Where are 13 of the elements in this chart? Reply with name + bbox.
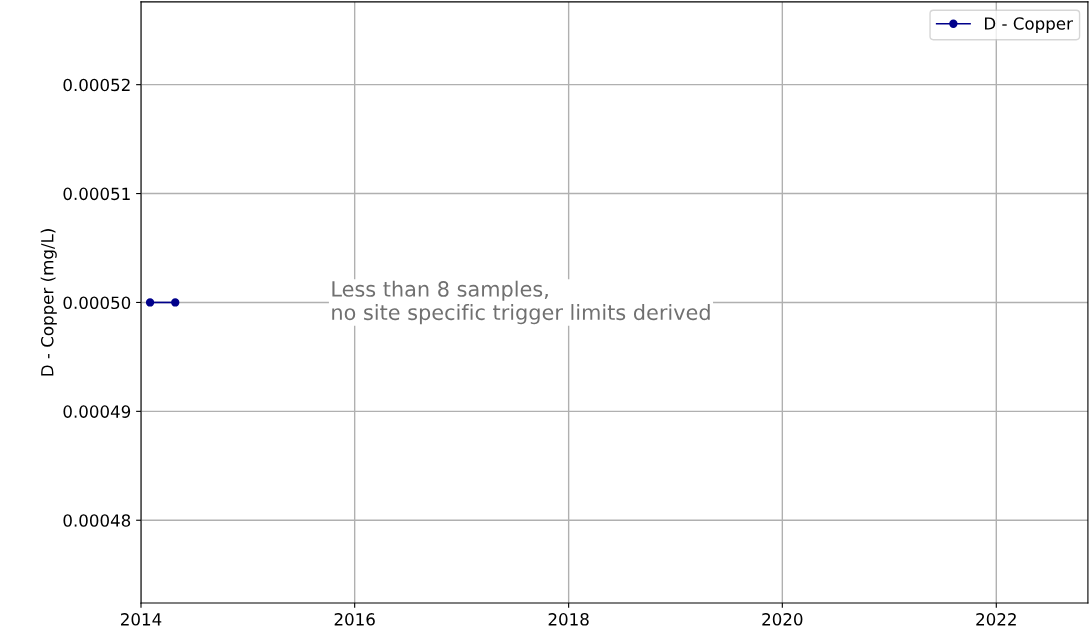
x-tick-label: 2020 <box>762 613 803 626</box>
y-tick-label: 0.00050 <box>63 296 131 310</box>
y-tick-label: 0.00052 <box>63 78 130 92</box>
y-tick-label: 0.00049 <box>63 405 131 418</box>
y-tick-label: 0.00051 <box>63 187 130 201</box>
x-tick-label: 2018 <box>548 613 589 626</box>
annotation: Less than 8 samples, no site specific trigger limits derived <box>332 280 710 325</box>
x-tick-label: 2016 <box>334 613 375 626</box>
x-tick-label: 2014 <box>121 613 162 626</box>
y-tick-label: 0.00048 <box>63 514 131 527</box>
legend-label: D - Copper <box>985 17 1073 34</box>
y-axis-title: D - Copper (mg/L) <box>40 229 57 376</box>
x-tick-label: 2022 <box>976 613 1016 626</box>
